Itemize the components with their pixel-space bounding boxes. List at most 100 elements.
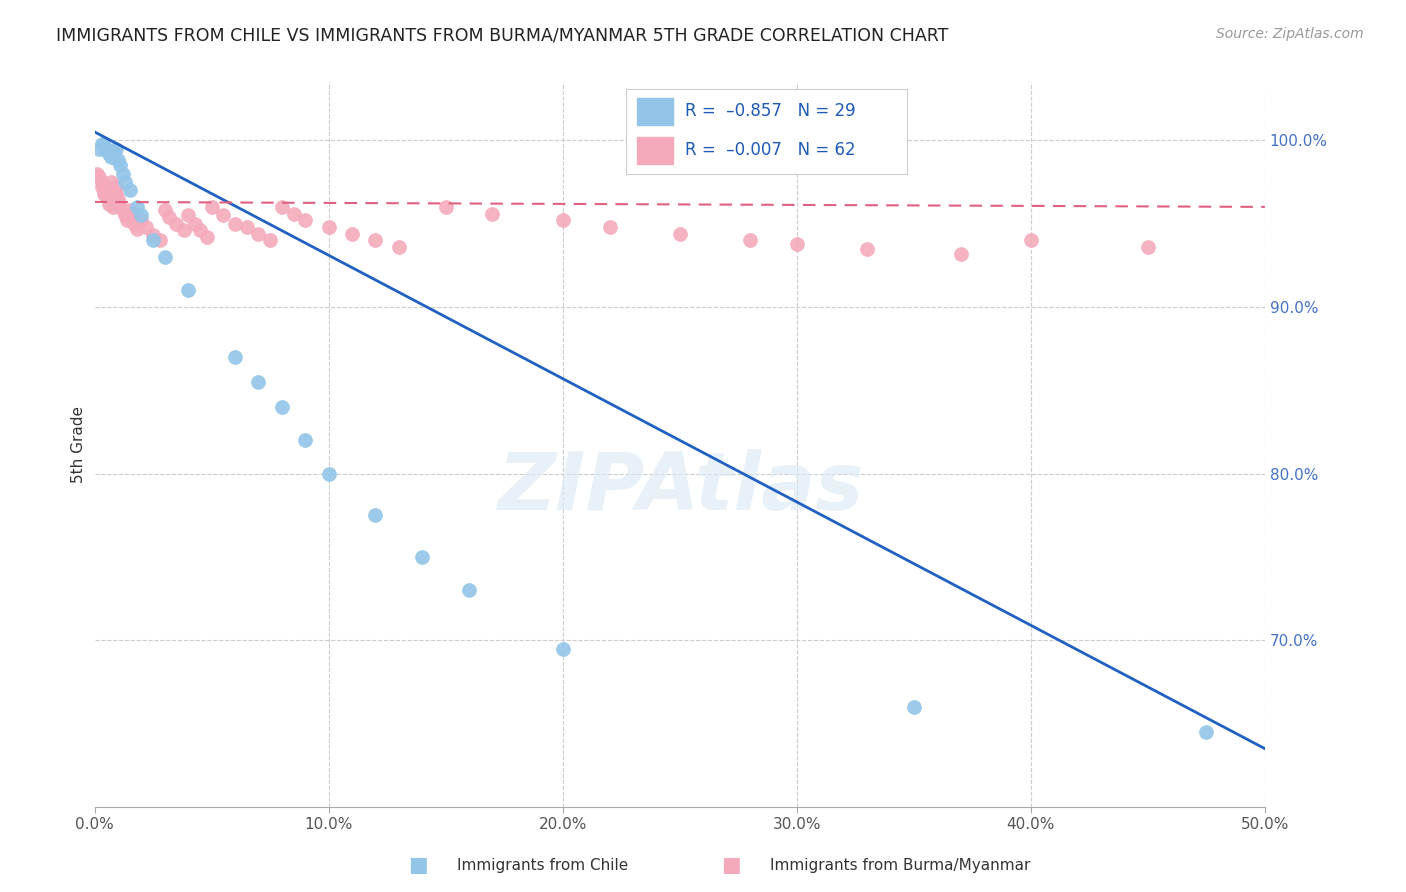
Text: Source: ZipAtlas.com: Source: ZipAtlas.com: [1216, 27, 1364, 41]
Text: Immigrants from Chile: Immigrants from Chile: [457, 858, 628, 872]
Point: [103, 200, 125, 214]
Point: [118, 203, 141, 218]
Point: [93, 138, 115, 153]
Text: IMMIGRANTS FROM CHILE VS IMMIGRANTS FROM BURMA/MYANMAR 5TH GRADE CORRELATION CHA: IMMIGRANTS FROM CHILE VS IMMIGRANTS FROM…: [56, 27, 949, 45]
Point: [247, 375, 270, 389]
Point: [89, 142, 111, 156]
Point: [100, 150, 122, 164]
Text: ■: ■: [408, 855, 427, 875]
Point: [159, 210, 181, 224]
Point: [224, 217, 246, 231]
Point: [121, 208, 143, 222]
Point: [200, 200, 222, 214]
Point: [177, 208, 200, 222]
Point: [318, 467, 340, 481]
Point: [103, 145, 125, 159]
Point: [318, 219, 340, 234]
Point: [153, 203, 176, 218]
Point: [411, 549, 433, 564]
Point: [97, 196, 120, 211]
Point: [247, 227, 270, 241]
Point: [103, 192, 125, 206]
Point: [107, 153, 129, 168]
Point: [124, 217, 146, 231]
Point: [283, 206, 305, 220]
Bar: [637, 136, 673, 164]
Point: [96, 143, 118, 157]
Y-axis label: 5th Grade: 5th Grade: [72, 406, 86, 483]
Point: [149, 233, 172, 247]
Point: [118, 183, 141, 197]
Point: [153, 250, 176, 264]
Point: [668, 227, 690, 241]
Point: [270, 200, 292, 214]
Point: [142, 228, 165, 243]
Point: [1019, 233, 1042, 247]
Point: [388, 240, 411, 254]
Point: [107, 194, 129, 209]
Point: [104, 142, 127, 156]
Point: [458, 583, 481, 598]
Point: [90, 175, 112, 189]
Point: [224, 350, 246, 364]
Point: [364, 233, 387, 247]
Bar: [637, 98, 673, 125]
Point: [100, 175, 122, 189]
Point: [111, 167, 134, 181]
Point: [949, 246, 972, 260]
Point: [340, 227, 363, 241]
Point: [294, 434, 316, 448]
Point: [96, 180, 118, 194]
Point: [177, 283, 200, 297]
Point: [107, 192, 129, 206]
Point: [90, 136, 112, 151]
Point: [125, 221, 148, 235]
Point: [364, 508, 387, 523]
Point: [188, 223, 211, 237]
Point: [114, 208, 136, 222]
Point: [135, 219, 157, 234]
Point: [93, 183, 115, 197]
Point: [111, 203, 134, 218]
Point: [235, 219, 257, 234]
Point: [599, 219, 621, 234]
Point: [166, 217, 188, 231]
Point: [173, 223, 195, 237]
Point: [551, 213, 574, 227]
Point: [96, 186, 118, 201]
Point: [125, 200, 148, 214]
Point: [100, 183, 122, 197]
Point: [89, 169, 111, 184]
Point: [90, 180, 112, 194]
Text: ZIPAtlas: ZIPAtlas: [496, 449, 863, 527]
Point: [114, 175, 136, 189]
Point: [131, 213, 153, 227]
Point: [270, 400, 292, 414]
Point: [142, 233, 165, 247]
Point: [117, 213, 139, 227]
Point: [259, 233, 281, 247]
Point: [903, 700, 925, 714]
Point: [294, 213, 316, 227]
Point: [195, 230, 218, 244]
Point: [104, 180, 127, 194]
Text: ■: ■: [721, 855, 741, 875]
Point: [184, 217, 207, 231]
Point: [97, 146, 120, 161]
Text: Immigrants from Burma/Myanmar: Immigrants from Burma/Myanmar: [770, 858, 1031, 872]
Point: [856, 242, 879, 256]
Point: [93, 186, 115, 201]
Point: [131, 208, 153, 222]
Text: R =  –0.857   N = 29: R = –0.857 N = 29: [685, 103, 855, 120]
Text: R =  –0.007   N = 62: R = –0.007 N = 62: [685, 141, 855, 159]
Point: [104, 186, 127, 201]
Point: [434, 200, 457, 214]
Point: [110, 158, 132, 172]
Point: [481, 206, 503, 220]
Point: [551, 641, 574, 656]
Point: [738, 233, 761, 247]
Point: [1195, 725, 1218, 739]
Point: [1136, 240, 1159, 254]
Point: [97, 190, 120, 204]
Point: [212, 208, 235, 222]
